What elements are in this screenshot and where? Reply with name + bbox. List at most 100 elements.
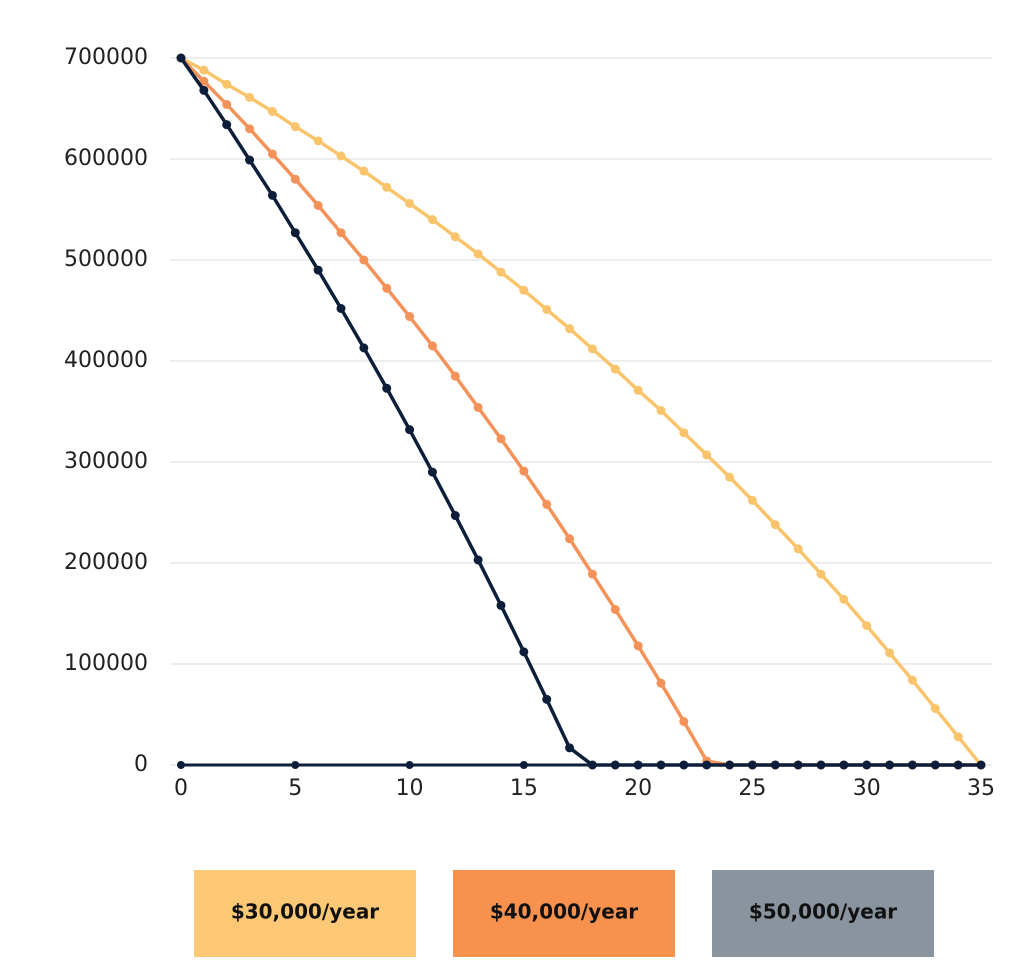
data-point (267, 190, 277, 200)
data-point (656, 760, 666, 770)
data-point (679, 760, 689, 770)
data-point (359, 255, 369, 265)
data-point (313, 265, 323, 275)
data-point (382, 182, 392, 192)
legend-swatch (194, 870, 416, 957)
x-tick-mark (519, 761, 528, 769)
x-tick-label: 25 (738, 776, 766, 801)
data-point (885, 648, 895, 658)
data-point (336, 303, 346, 313)
x-tick-mark (177, 761, 185, 769)
data-point (725, 760, 735, 770)
data-point (610, 760, 620, 770)
legend-label: $50,000/year (749, 900, 897, 924)
data-point (267, 149, 277, 159)
data-point (747, 760, 757, 770)
data-point (565, 743, 575, 753)
data-point (633, 641, 643, 651)
y-tick-label: 700000 (64, 45, 148, 70)
data-point (313, 136, 323, 146)
data-point (633, 760, 643, 770)
legend-swatch (453, 870, 675, 957)
x-tick-mark (291, 761, 300, 769)
data-point (610, 364, 620, 374)
data-point (382, 383, 392, 393)
x-tick-label: 20 (624, 776, 652, 801)
y-tick-label: 600000 (64, 146, 148, 171)
data-point (816, 760, 826, 770)
x-tick-label: 0 (174, 776, 188, 801)
data-point (336, 151, 346, 161)
data-point (930, 703, 940, 713)
data-point (816, 569, 826, 579)
data-point (199, 85, 209, 95)
data-point (427, 341, 437, 351)
data-point (245, 92, 255, 102)
data-point (542, 304, 552, 314)
data-point (496, 600, 506, 610)
data-point (176, 53, 186, 63)
y-tick-label: 100000 (64, 651, 148, 676)
series-line (180, 56, 983, 767)
data-point (245, 124, 255, 134)
x-tick-label: 10 (396, 776, 424, 801)
data-point (976, 760, 986, 770)
data-point (473, 249, 483, 259)
data-point (519, 285, 529, 295)
data-point (587, 760, 597, 770)
legend-label: $30,000/year (231, 900, 379, 924)
data-point (725, 472, 735, 482)
data-point (907, 760, 917, 770)
data-point (702, 760, 712, 770)
data-point (519, 466, 529, 476)
legend-swatch (712, 870, 934, 957)
data-point (839, 594, 849, 604)
data-point (405, 198, 415, 208)
data-point (587, 569, 597, 579)
data-point (633, 385, 643, 395)
data-point (473, 402, 483, 412)
data-point (793, 760, 803, 770)
data-point (885, 760, 895, 770)
data-point (519, 647, 529, 657)
data-point (290, 122, 300, 132)
data-point (679, 428, 689, 438)
data-point (473, 555, 483, 565)
data-point (496, 267, 506, 277)
data-point (290, 174, 300, 184)
legend-label: $40,000/year (490, 900, 638, 924)
data-point (793, 544, 803, 554)
y-tick-label: 400000 (64, 348, 148, 373)
data-point (702, 450, 712, 460)
x-tick-mark (405, 761, 414, 769)
data-point (587, 344, 597, 354)
data-point (656, 405, 666, 415)
data-point (450, 232, 460, 242)
data-point (199, 76, 209, 86)
data-point (747, 495, 757, 505)
data-point (382, 283, 392, 293)
data-point (222, 79, 232, 89)
y-tick-label: 0 (134, 752, 148, 777)
data-point (542, 499, 552, 509)
data-point (245, 155, 255, 165)
data-point (953, 760, 963, 770)
data-point (839, 760, 849, 770)
data-point (450, 371, 460, 381)
data-point (656, 678, 666, 688)
data-point (199, 65, 209, 75)
data-point (405, 425, 415, 435)
data-point (907, 675, 917, 685)
x-tick-label: 35 (967, 776, 995, 801)
data-point (565, 534, 575, 544)
data-point (862, 621, 872, 631)
x-tick-label: 5 (288, 776, 302, 801)
y-tick-label: 500000 (64, 247, 148, 272)
data-point (405, 312, 415, 322)
y-tick-label: 300000 (64, 449, 148, 474)
data-point (542, 694, 552, 704)
data-point (222, 99, 232, 109)
data-point (313, 200, 323, 210)
data-point (427, 467, 437, 477)
